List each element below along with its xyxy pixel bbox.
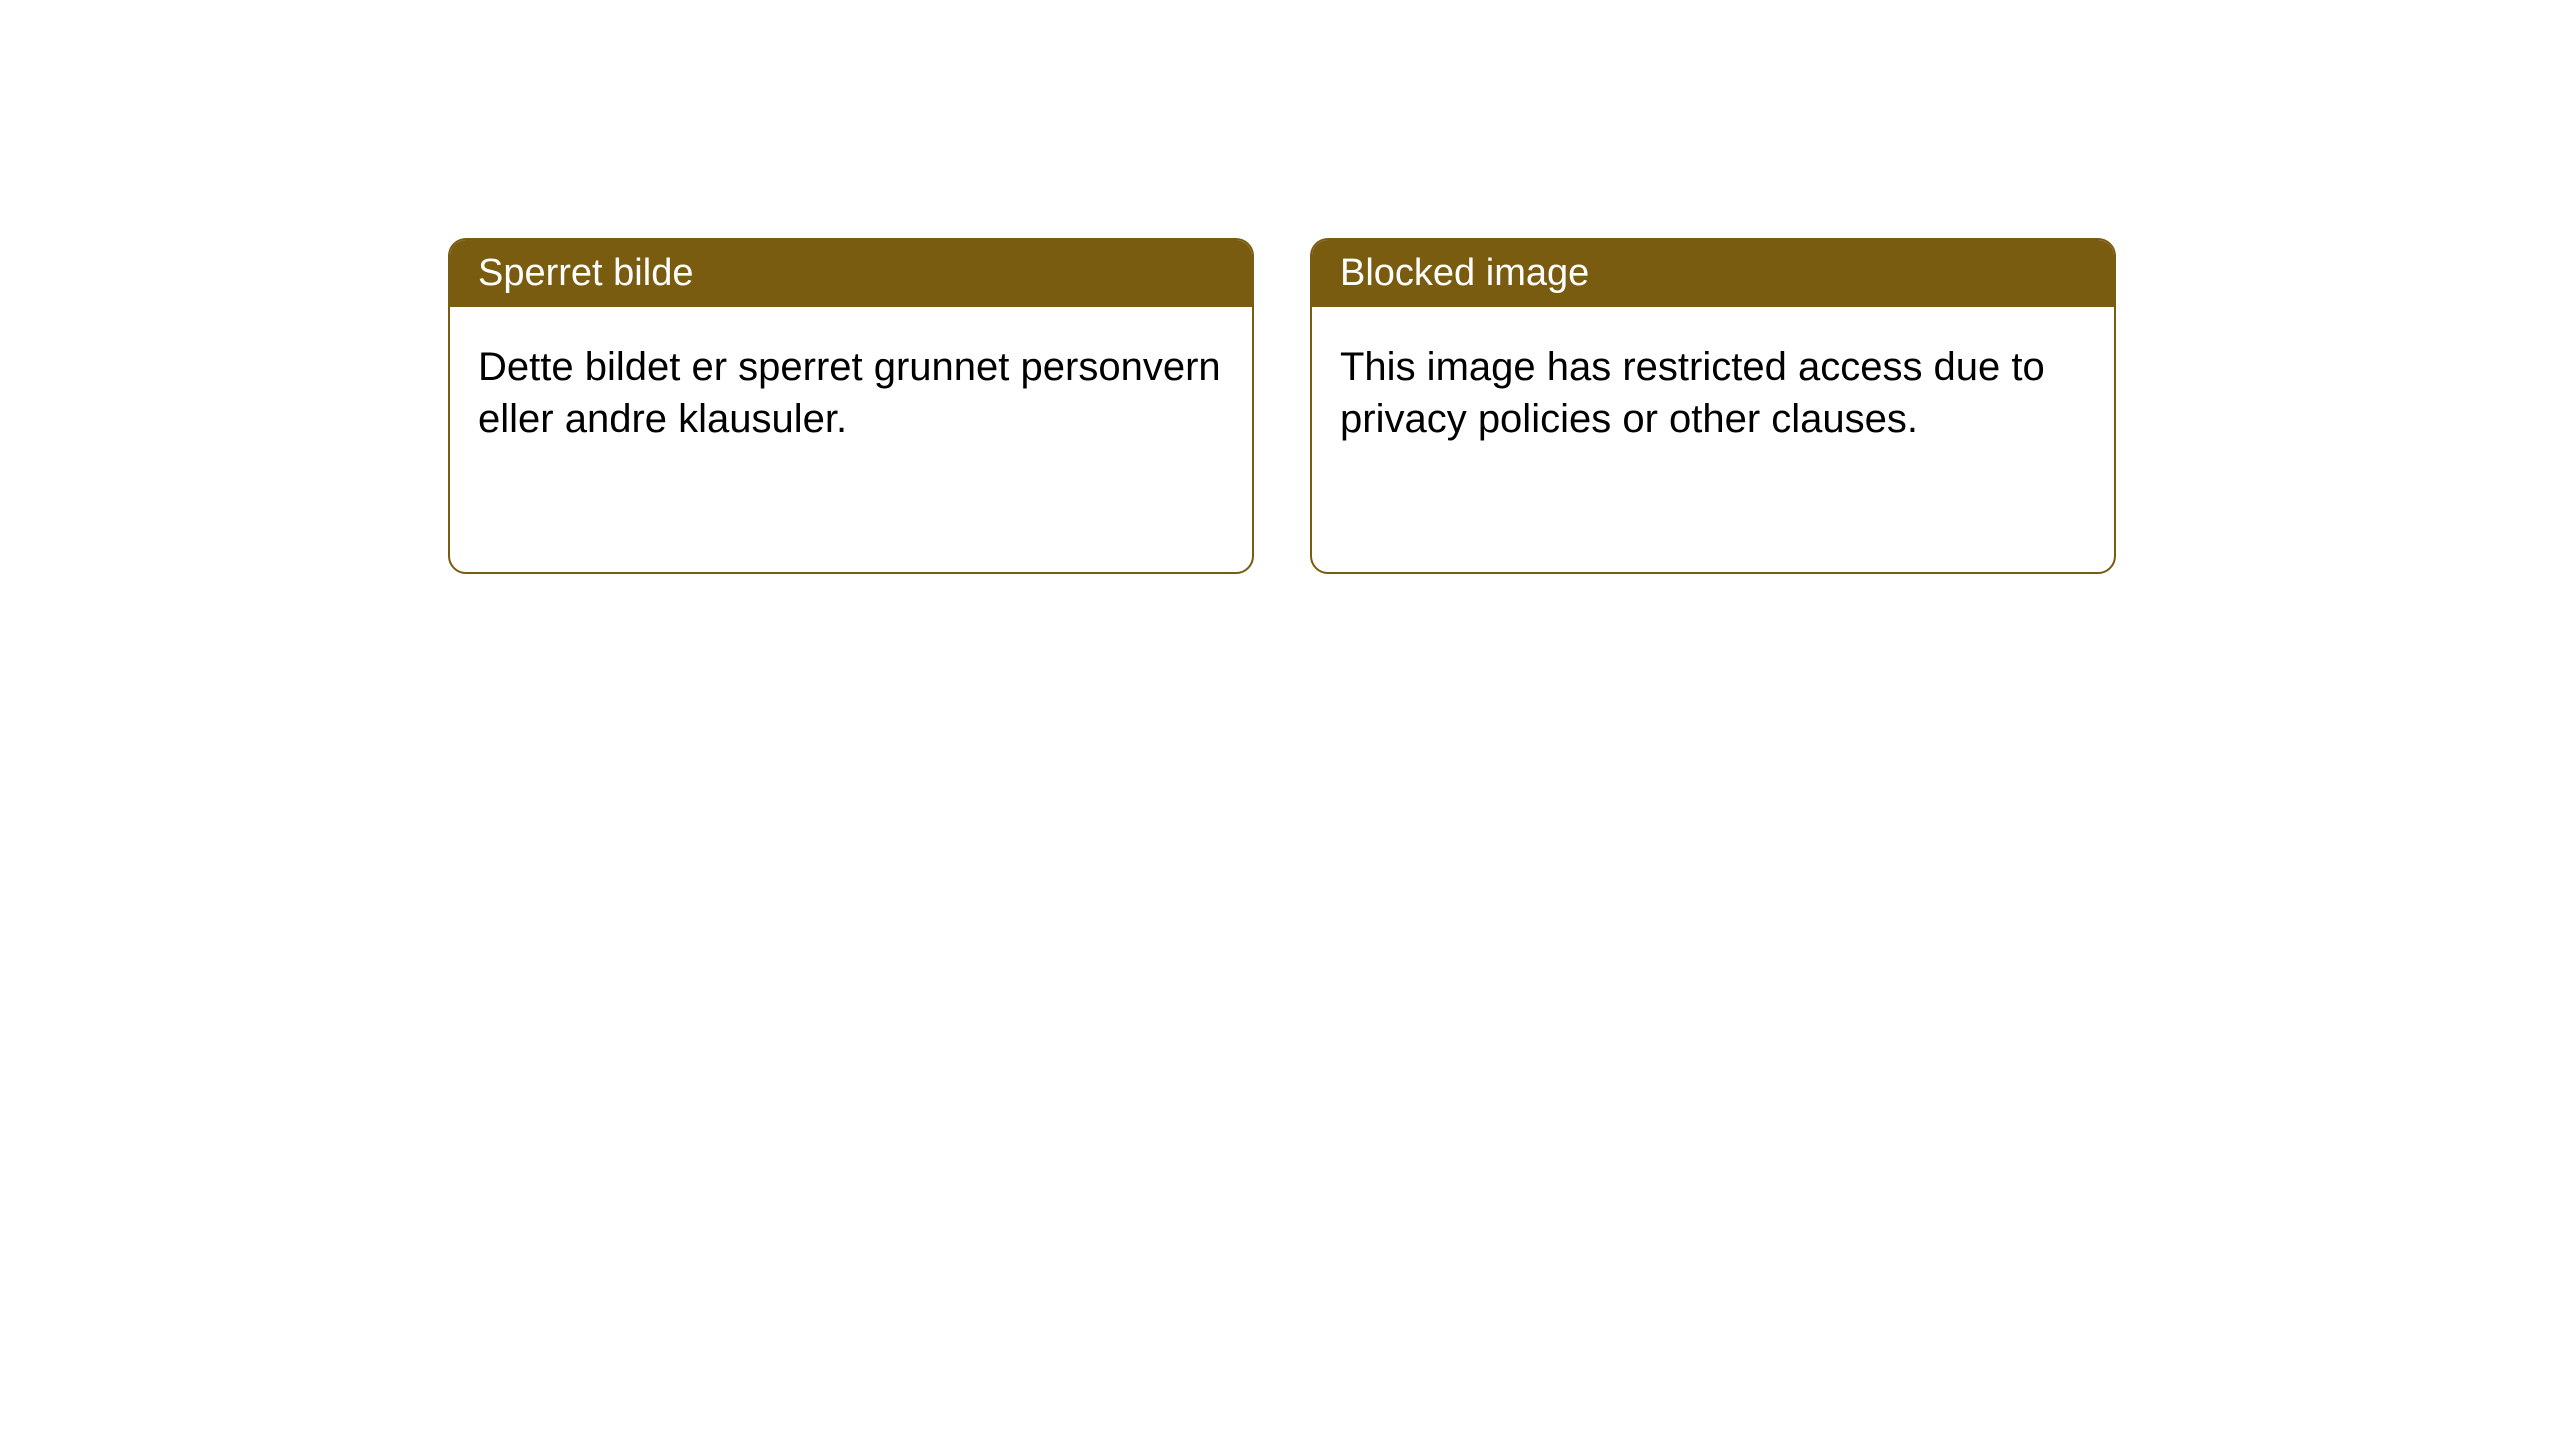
card-body-english: This image has restricted access due to …	[1312, 307, 2114, 479]
card-message-english: This image has restricted access due to …	[1340, 345, 2045, 441]
notice-card-norwegian: Sperret bilde Dette bildet er sperret gr…	[448, 238, 1254, 574]
card-message-norwegian: Dette bildet er sperret grunnet personve…	[478, 345, 1221, 441]
card-body-norwegian: Dette bildet er sperret grunnet personve…	[450, 307, 1252, 479]
notice-container: Sperret bilde Dette bildet er sperret gr…	[0, 0, 2560, 574]
card-header-norwegian: Sperret bilde	[450, 240, 1252, 307]
card-title-english: Blocked image	[1340, 252, 1589, 294]
card-title-norwegian: Sperret bilde	[478, 252, 693, 294]
notice-card-english: Blocked image This image has restricted …	[1310, 238, 2116, 574]
card-header-english: Blocked image	[1312, 240, 2114, 307]
